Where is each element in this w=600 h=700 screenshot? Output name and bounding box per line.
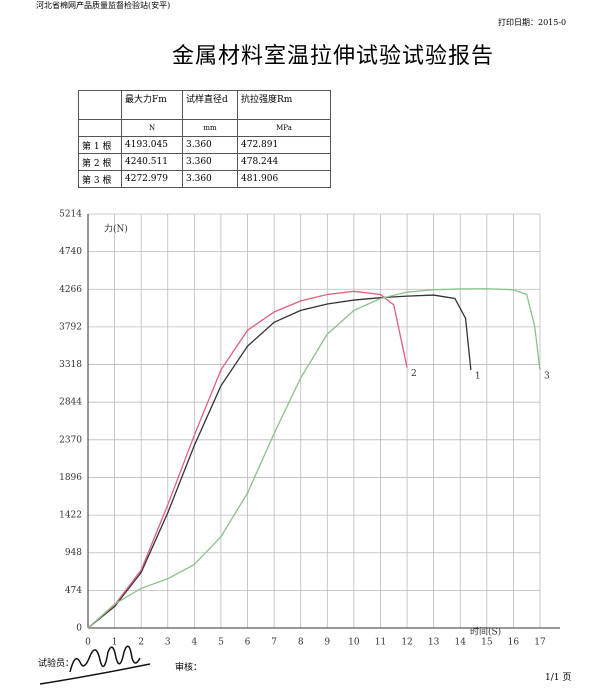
x-tick-label: 17: [534, 638, 546, 648]
x-tick-label: 4: [191, 638, 197, 648]
x-tick-label: 5: [218, 638, 224, 648]
x-tick-label: 7: [271, 638, 277, 648]
x-tick-label: 9: [324, 638, 330, 648]
x-tick-label: 3: [165, 638, 171, 648]
y-tick-label: 2844: [59, 398, 82, 408]
curve-label: 1: [475, 371, 481, 381]
y-tick-label: 2370: [59, 435, 82, 445]
x-tick-label: 14: [455, 638, 467, 648]
y-tick-label: 5214: [59, 210, 82, 220]
x-tick-label: 11: [375, 638, 386, 648]
reviewer-label: 审核：: [175, 663, 203, 673]
table-cell: 最大力Fm: [121, 90, 183, 120]
signature: [39, 645, 151, 685]
x-axis-label: 时间(S): [470, 626, 501, 638]
x-tick-label: 6: [245, 638, 251, 648]
y-tick-label: 474: [65, 586, 82, 596]
force-curve: [87, 288, 541, 629]
table-cell: 481.906: [237, 170, 331, 188]
x-tick-label: 0: [85, 638, 91, 648]
table-row: 第 2 根 4240.511 3.360 478.244: [78, 153, 331, 171]
y-tick-label: 4266: [59, 285, 82, 295]
table-row: 第 3 根 4272.979 3.360 481.906: [78, 170, 331, 188]
title: 金属材料室温拉伸试验试验报告: [172, 44, 495, 69]
tester-label: 试验员：: [38, 659, 75, 669]
force-curve: [87, 294, 472, 629]
y-tick-label: 1422: [59, 511, 82, 521]
x-tick-label: 16: [508, 638, 520, 648]
org: 河北省棉网产品质量监督检验站(安平): [36, 1, 171, 10]
y-tick-label: 3318: [59, 360, 82, 370]
y-tick-label: 3792: [59, 322, 82, 332]
y-tick-label: 4740: [59, 247, 82, 257]
y-tick-label: 0: [76, 624, 82, 634]
x-tick-label: 1: [112, 638, 118, 648]
table-row: 第 1 根 4193.045 3.360 472.891: [78, 136, 331, 154]
table-row: 最大力Fm 试样直径d 抗拉强度Rm: [78, 90, 331, 120]
x-tick-label: 13: [428, 638, 440, 648]
force-curve: [87, 290, 408, 629]
x-tick-label: 15: [481, 638, 493, 648]
x-tick-label: 12: [401, 638, 412, 648]
x-tick-label: 8: [298, 638, 304, 648]
page-number: 1/1 页: [545, 673, 572, 683]
x-tick-label: 10: [348, 638, 360, 648]
y-tick-label: 1896: [59, 473, 82, 483]
curve-label: 3: [544, 371, 550, 381]
y-axis-label: 力(N): [104, 223, 128, 235]
table-cell: 第 3 根: [78, 170, 122, 188]
x-tick-label: 2: [138, 638, 144, 648]
y-tick-label: 948: [65, 548, 82, 558]
curve-label: 2: [411, 369, 417, 379]
print-date: 打印日期：2015-0: [498, 18, 567, 27]
